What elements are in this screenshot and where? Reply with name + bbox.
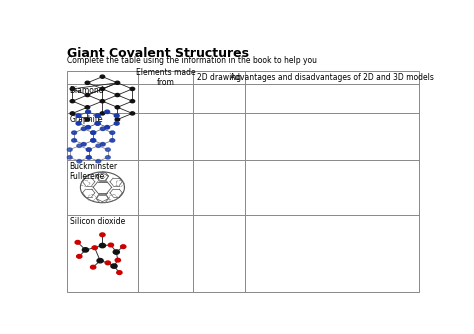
Circle shape: [76, 114, 81, 117]
Circle shape: [92, 246, 97, 249]
Bar: [66, 71, 419, 292]
Circle shape: [91, 131, 96, 134]
Circle shape: [86, 156, 91, 159]
Text: Buckminster
Fullerene: Buckminster Fullerene: [70, 162, 118, 181]
Circle shape: [111, 264, 117, 268]
Text: Advantages and disadvantages of 2D and 3D models: Advantages and disadvantages of 2D and 3…: [230, 73, 434, 82]
Circle shape: [67, 156, 72, 159]
Circle shape: [77, 160, 82, 163]
Circle shape: [86, 156, 91, 159]
Circle shape: [114, 122, 119, 125]
Circle shape: [115, 118, 119, 121]
Circle shape: [113, 250, 119, 254]
Circle shape: [95, 122, 100, 125]
Text: 2D drawing: 2D drawing: [197, 73, 241, 82]
Circle shape: [105, 148, 110, 151]
Text: Elements made
from: Elements made from: [136, 68, 196, 87]
Circle shape: [100, 75, 105, 78]
Circle shape: [85, 106, 90, 109]
Circle shape: [72, 131, 77, 134]
Circle shape: [75, 240, 81, 244]
Circle shape: [86, 148, 91, 151]
Circle shape: [85, 94, 90, 97]
Circle shape: [70, 88, 75, 91]
Circle shape: [97, 259, 103, 263]
Text: Giant Covalent Structures: Giant Covalent Structures: [66, 46, 248, 59]
Circle shape: [130, 100, 135, 103]
Circle shape: [85, 81, 90, 85]
Circle shape: [105, 126, 109, 129]
Circle shape: [110, 131, 115, 134]
Circle shape: [105, 261, 110, 265]
Text: Complete the table using the information in the book to help you: Complete the table using the information…: [66, 55, 317, 64]
Circle shape: [114, 114, 119, 117]
Circle shape: [81, 143, 86, 146]
Circle shape: [77, 255, 82, 258]
Circle shape: [115, 81, 119, 85]
Circle shape: [100, 233, 105, 236]
Circle shape: [91, 265, 96, 269]
Circle shape: [130, 112, 135, 115]
Circle shape: [91, 139, 96, 142]
Circle shape: [70, 112, 75, 115]
Circle shape: [100, 127, 105, 131]
Circle shape: [95, 114, 100, 117]
Circle shape: [117, 271, 122, 275]
Circle shape: [100, 143, 105, 146]
Text: Silicon dioxide: Silicon dioxide: [70, 217, 125, 226]
Circle shape: [115, 106, 119, 109]
Circle shape: [105, 156, 110, 159]
Circle shape: [110, 139, 115, 142]
Circle shape: [70, 100, 75, 103]
Circle shape: [91, 131, 96, 134]
Text: Graphite: Graphite: [70, 116, 103, 125]
Circle shape: [76, 122, 81, 125]
Circle shape: [96, 160, 101, 163]
Circle shape: [115, 258, 120, 262]
Circle shape: [91, 139, 96, 142]
Circle shape: [95, 122, 100, 125]
Circle shape: [82, 248, 89, 252]
Circle shape: [100, 112, 105, 115]
Circle shape: [95, 114, 100, 117]
Circle shape: [100, 243, 106, 248]
Circle shape: [120, 245, 126, 248]
Circle shape: [77, 144, 82, 148]
Circle shape: [85, 118, 90, 121]
Circle shape: [105, 110, 109, 114]
Circle shape: [130, 88, 135, 91]
Circle shape: [72, 139, 77, 142]
Circle shape: [81, 127, 86, 131]
Text: Diamond: Diamond: [70, 86, 104, 95]
Circle shape: [100, 88, 105, 91]
Circle shape: [86, 126, 91, 129]
Circle shape: [100, 100, 105, 103]
Circle shape: [115, 94, 119, 97]
Circle shape: [108, 243, 113, 247]
Circle shape: [86, 110, 91, 114]
Circle shape: [67, 148, 72, 151]
Circle shape: [86, 148, 91, 151]
Circle shape: [96, 144, 101, 148]
